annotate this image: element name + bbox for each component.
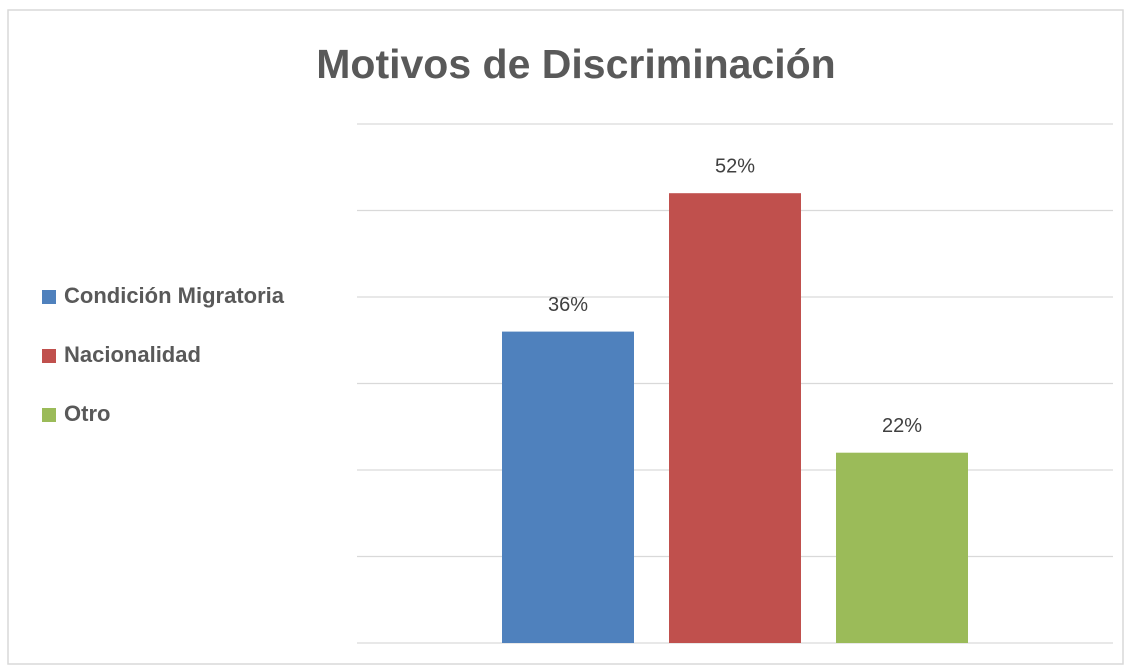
legend-label: Otro xyxy=(64,401,110,426)
legend-swatch xyxy=(42,290,56,304)
bar xyxy=(502,331,634,643)
legend-swatch xyxy=(42,408,56,422)
data-label: 36% xyxy=(548,294,588,316)
legend-label: Nacionalidad xyxy=(64,342,201,367)
data-label: 22% xyxy=(882,415,922,437)
legend-swatch xyxy=(42,349,56,363)
bar xyxy=(836,452,968,643)
data-label: 52% xyxy=(715,155,755,177)
bar xyxy=(669,193,801,643)
legend-label: Condición Migratoria xyxy=(64,283,285,308)
chart-title: Motivos de Discriminación xyxy=(316,41,835,87)
